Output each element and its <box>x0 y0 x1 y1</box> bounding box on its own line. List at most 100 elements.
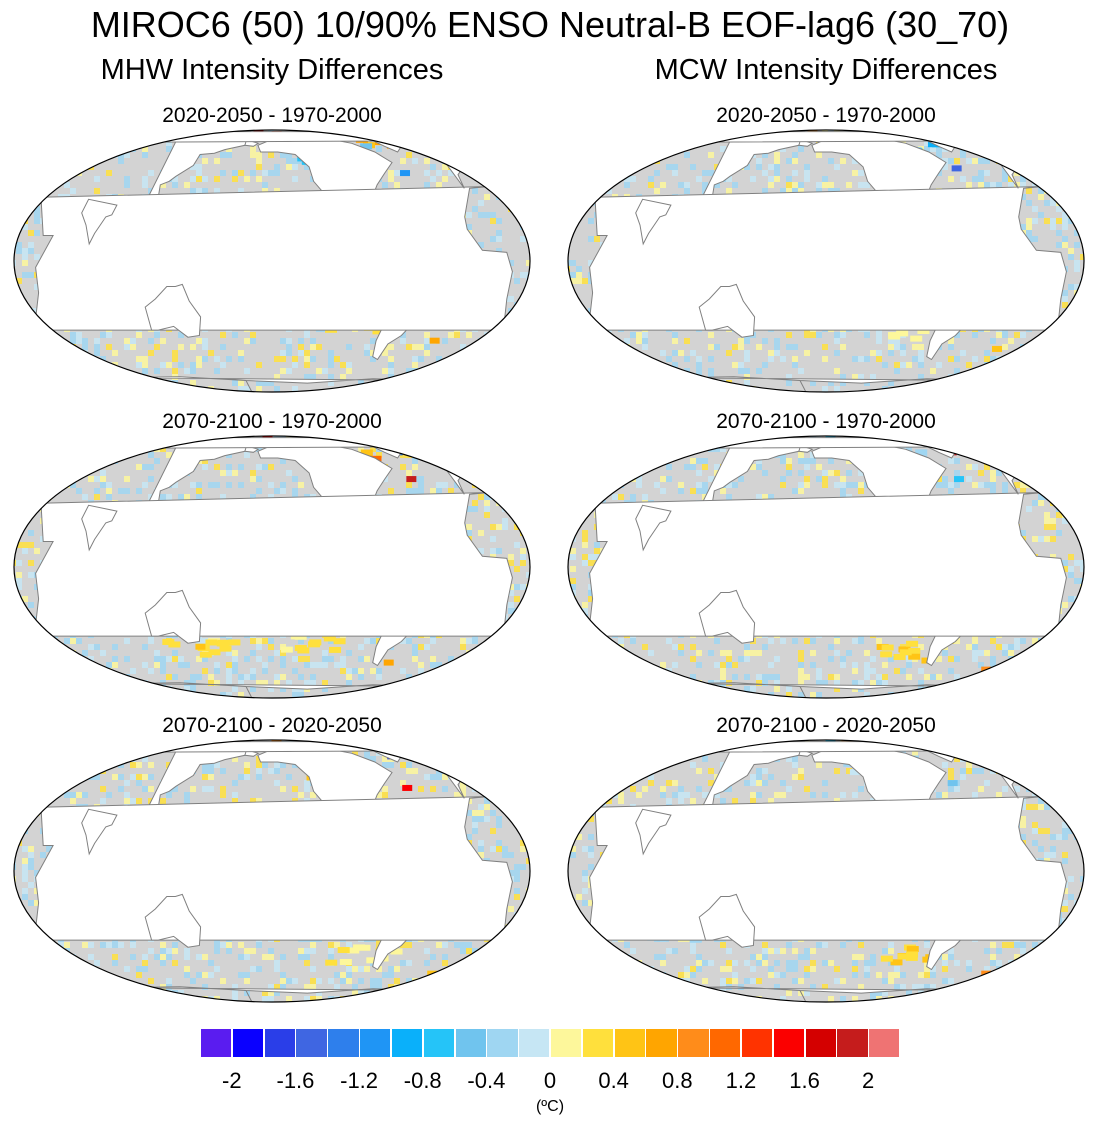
anomaly-cell <box>364 386 370 392</box>
anomaly-cell <box>112 134 118 140</box>
anomaly-cell <box>466 668 472 674</box>
anomaly-cell <box>1068 284 1074 290</box>
anomaly-cell <box>160 656 166 662</box>
anomaly-cell <box>454 674 460 680</box>
anomaly-cell <box>786 158 792 164</box>
anomaly-cell <box>520 620 526 626</box>
anomaly-cell <box>514 638 520 644</box>
anomaly-cell <box>268 638 274 644</box>
anomaly-cell <box>588 638 594 644</box>
anomaly-cell <box>496 386 502 392</box>
anomaly-cell <box>268 464 274 470</box>
anomaly-cell <box>594 188 600 194</box>
anomaly-cell <box>478 440 484 446</box>
anomaly-cell <box>570 374 576 380</box>
anomaly-cell <box>1062 356 1068 362</box>
anomaly-cell <box>478 686 484 692</box>
anomaly-cell <box>642 344 648 350</box>
map-panel-mcw-1 <box>567 129 1085 393</box>
anomaly-cell <box>738 344 744 350</box>
anomaly-cell <box>1074 260 1080 266</box>
anomaly-cell <box>424 338 430 344</box>
anomaly-cell <box>1014 164 1020 170</box>
anomaly-cell <box>1080 566 1084 572</box>
anomaly-cell <box>1074 332 1080 338</box>
anomaly-cell <box>88 644 94 650</box>
anomaly-cell <box>466 506 472 512</box>
anomaly-cell <box>118 488 124 494</box>
anomaly-cell <box>1074 356 1080 362</box>
anomaly-cell <box>340 656 346 662</box>
anomaly-cell <box>508 644 514 650</box>
anomaly-cell <box>148 668 154 674</box>
anomaly-cell <box>1062 242 1068 248</box>
anomaly-cell <box>654 188 660 194</box>
anomaly-cell <box>466 686 472 692</box>
anomaly-cell <box>34 440 40 446</box>
anomaly-cell <box>526 314 530 320</box>
anomaly-cell <box>256 158 262 164</box>
anomaly-cell <box>606 176 612 182</box>
anomaly-cell <box>130 680 136 686</box>
anomaly-cell <box>220 344 226 350</box>
anomaly-cell <box>496 218 502 224</box>
anomaly-cell <box>76 698 82 700</box>
anomaly-feature-cell <box>372 328 385 335</box>
anomaly-cell <box>600 488 606 494</box>
anomaly-cell <box>496 632 502 638</box>
anomaly-cell <box>954 656 960 662</box>
anomaly-cell <box>514 356 520 362</box>
anomaly-cell <box>316 344 322 350</box>
anomaly-cell <box>40 470 46 476</box>
anomaly-cell <box>130 344 136 350</box>
anomaly-cell <box>672 440 678 446</box>
anomaly-cell <box>238 464 244 470</box>
anomaly-cell <box>280 152 286 158</box>
anomaly-cell <box>286 368 292 374</box>
anomaly-cell <box>64 362 70 368</box>
anomaly-cell <box>654 446 660 452</box>
anomaly-cell <box>400 638 406 644</box>
anomaly-cell <box>280 650 286 656</box>
anomaly-cell <box>466 524 472 530</box>
anomaly-cell <box>606 368 612 374</box>
anomaly-cell <box>990 470 996 476</box>
anomaly-cell <box>160 662 166 668</box>
anomaly-cell <box>14 436 16 440</box>
anomaly-cell <box>1050 536 1056 542</box>
anomaly-cell <box>220 392 226 394</box>
anomaly-cell <box>618 440 624 446</box>
anomaly-cell <box>690 130 696 134</box>
anomaly-cell <box>466 224 472 230</box>
anomaly-cell <box>834 338 840 344</box>
anomaly-cell <box>430 662 436 668</box>
anomaly-cell <box>172 182 178 188</box>
anomaly-cell <box>996 470 1002 476</box>
anomaly-cell <box>442 686 448 692</box>
anomaly-cell <box>984 146 990 152</box>
anomaly-cell <box>298 344 304 350</box>
anomaly-cell <box>304 332 310 338</box>
anomaly-cell <box>58 158 64 164</box>
anomaly-cell <box>400 332 406 338</box>
anomaly-cell <box>870 374 876 380</box>
anomaly-cell <box>888 656 894 662</box>
anomaly-cell <box>46 158 52 164</box>
anomaly-cell <box>466 436 472 440</box>
anomaly-cell <box>732 662 738 668</box>
anomaly-cell <box>714 134 720 140</box>
anomaly-cell <box>810 638 816 644</box>
anomaly-cell <box>1038 194 1044 200</box>
anomaly-cell <box>984 350 990 356</box>
anomaly-cell <box>34 134 40 140</box>
anomaly-cell <box>220 494 226 500</box>
anomaly-cell <box>520 674 526 680</box>
anomaly-cell <box>82 650 88 656</box>
anomaly-cell <box>310 674 316 680</box>
anomaly-cell <box>166 494 172 500</box>
anomaly-cell <box>28 542 34 548</box>
anomaly-cell <box>532 662 534 668</box>
anomaly-cell <box>942 380 948 386</box>
anomaly-cell <box>792 170 798 176</box>
anomaly-cell <box>490 488 496 494</box>
